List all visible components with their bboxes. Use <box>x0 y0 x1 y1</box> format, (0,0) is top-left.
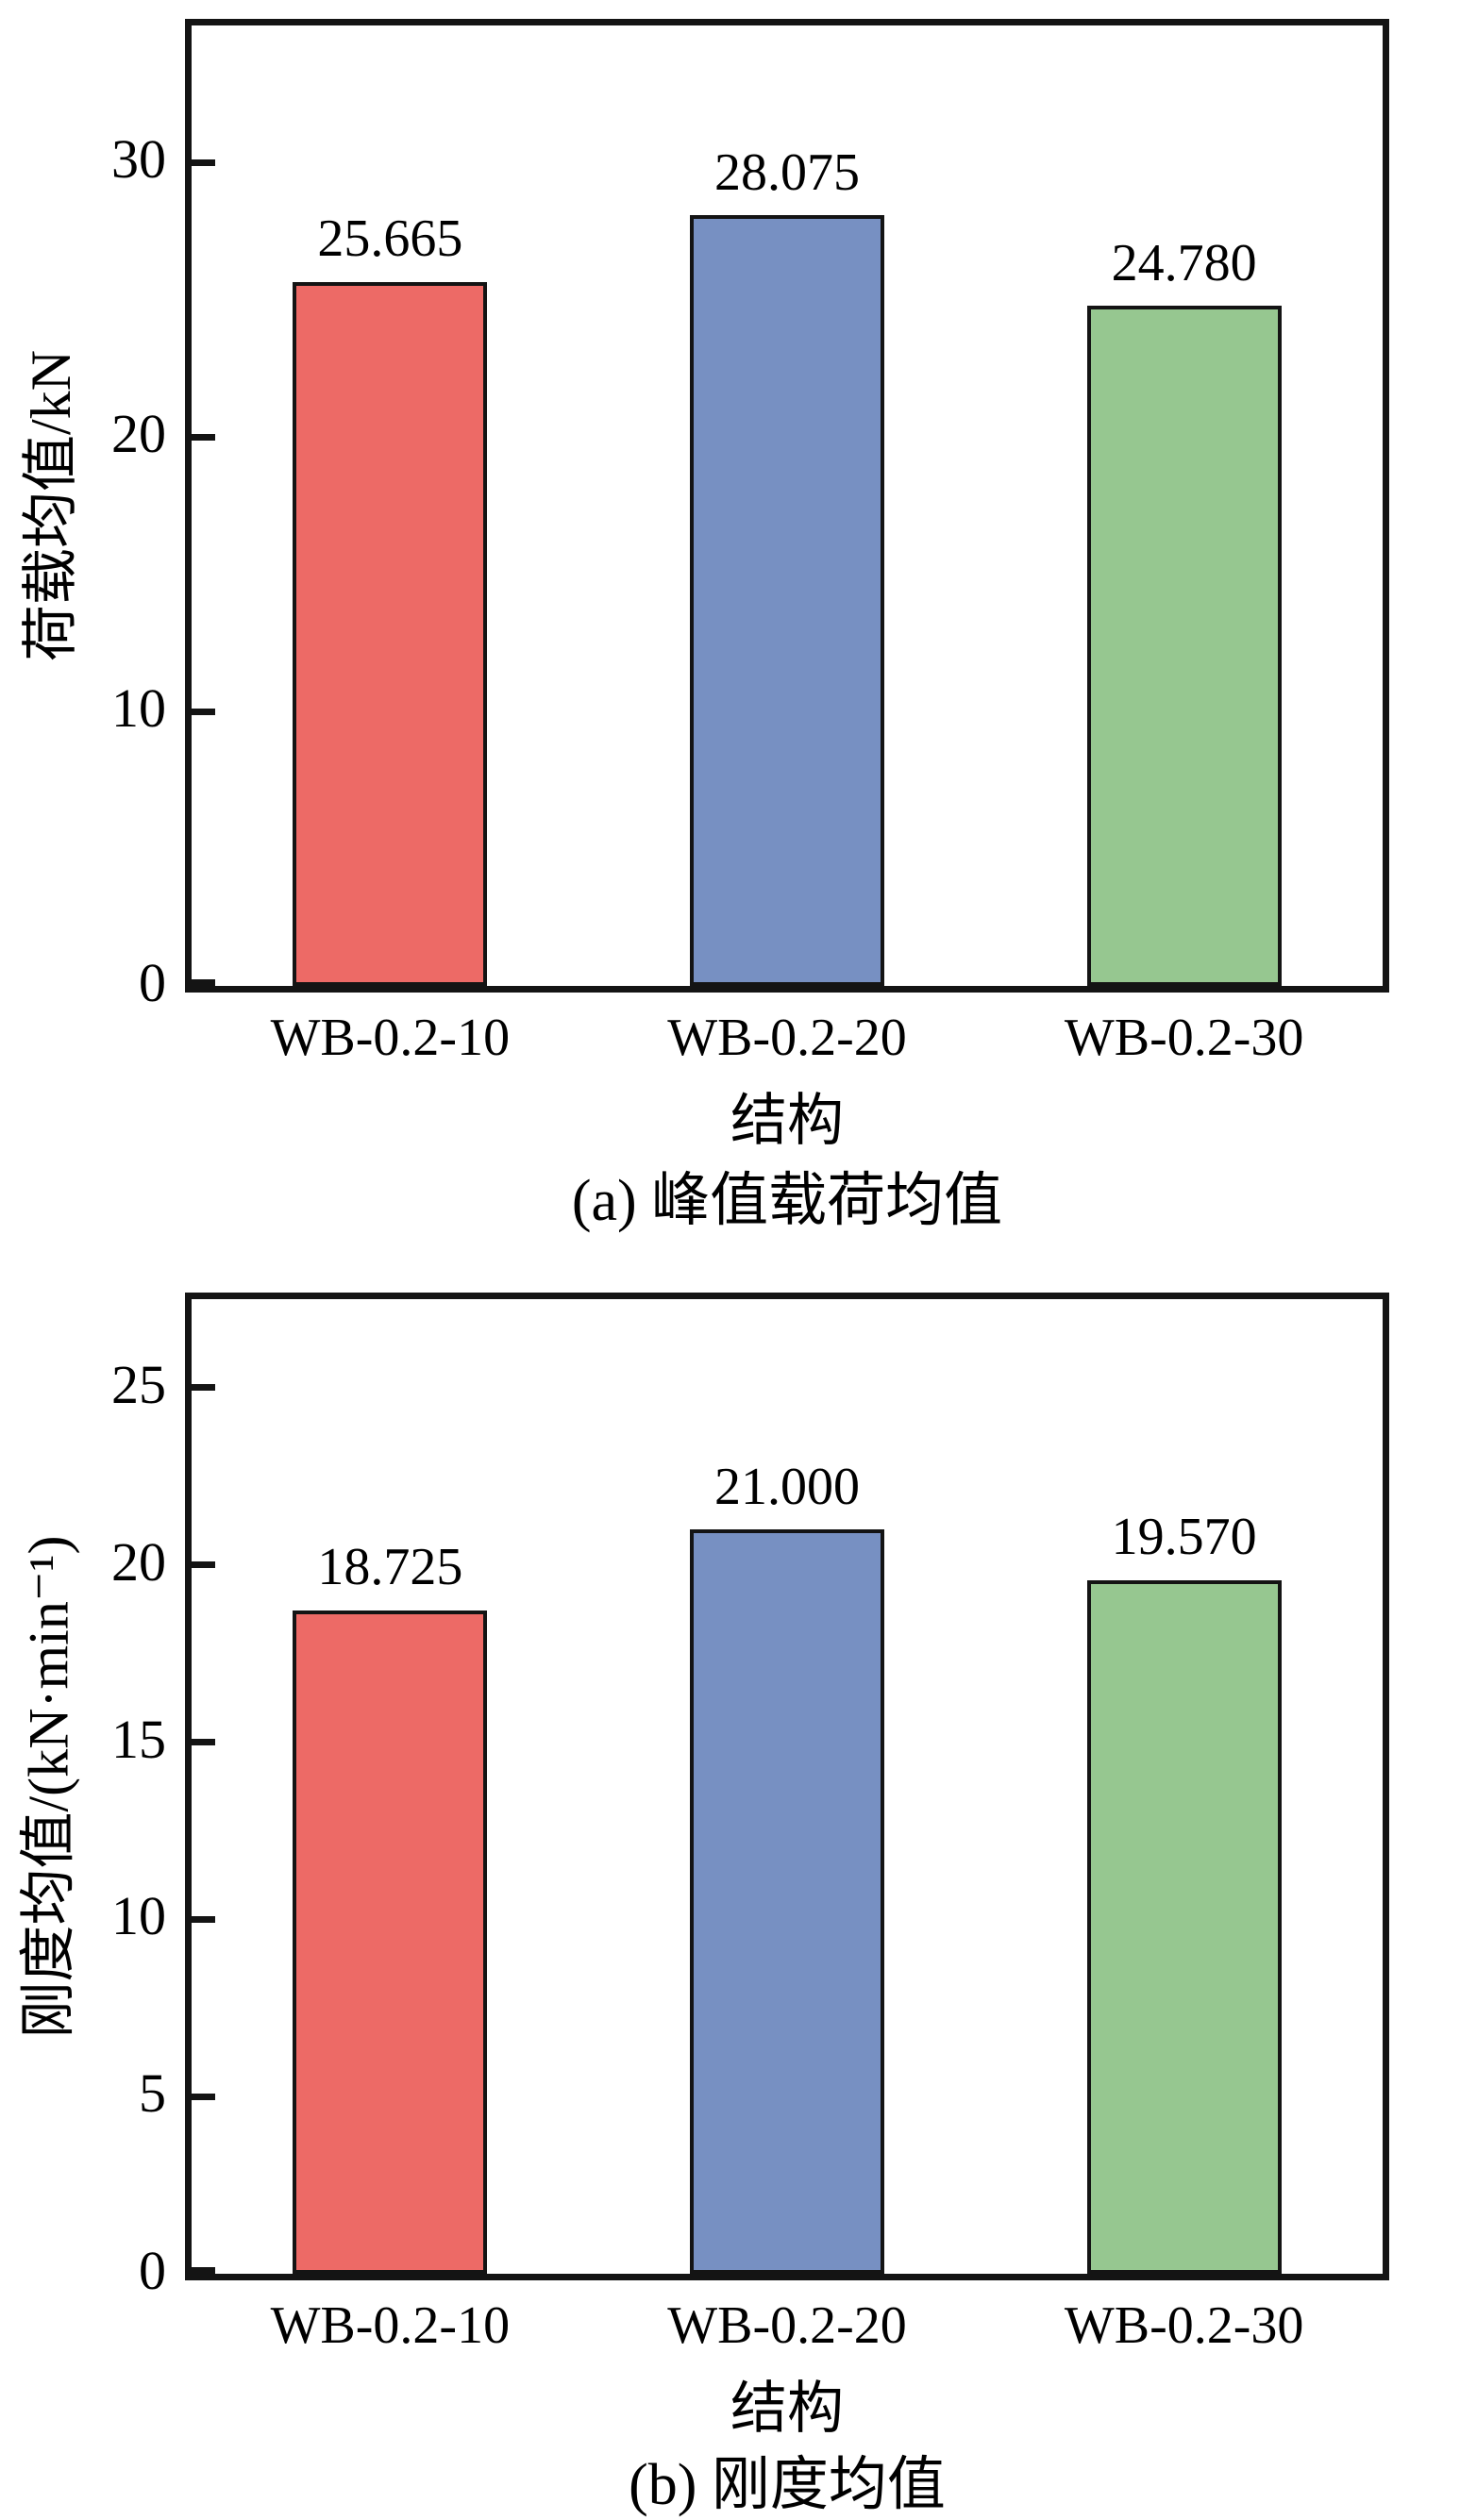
bar-wb-0.2-20 <box>690 215 884 986</box>
bar-wb-0.2-20 <box>690 1529 884 2274</box>
y-tick-mark <box>192 1384 215 1392</box>
category-label-wb-0.2-30: WB-0.2-30 <box>1064 2296 1304 2355</box>
y-tick-mark <box>192 2267 215 2274</box>
bar-value-label: 19.570 <box>1111 1508 1257 1567</box>
y-tick-mark <box>192 708 215 715</box>
category-label-wb-0.2-10: WB-0.2-10 <box>270 1009 511 1067</box>
chart-a-caption: (a) 峰值载荷均值 <box>571 1169 1003 1233</box>
y-tick-mark <box>192 433 215 441</box>
category-label-wb-0.2-20: WB-0.2-20 <box>667 1009 907 1067</box>
chart-b-x-axis-label: 结构 <box>730 2378 844 2440</box>
y-tick-mark <box>192 1739 215 1746</box>
category-label-wb-0.2-20: WB-0.2-20 <box>667 2296 907 2355</box>
chart-b-caption: (b) 刚度均值 <box>629 2453 946 2517</box>
bar-wb-0.2-10 <box>293 281 488 986</box>
y-tick-label: 20 <box>111 1530 166 1593</box>
y-tick-mark <box>192 2093 215 2100</box>
y-tick-mark <box>192 1915 215 1923</box>
chart-b-y-axis-label: 刚度均值/(kN·min⁻¹) <box>17 1535 79 2038</box>
bar-value-label: 25.665 <box>317 209 463 268</box>
bar-wb-0.2-30 <box>1086 306 1282 986</box>
category-label-wb-0.2-10: WB-0.2-10 <box>270 2296 511 2355</box>
chart-a-x-axis-label: 结构 <box>730 1090 844 1152</box>
y-tick-mark <box>192 1561 215 1569</box>
bar-value-label: 18.725 <box>317 1538 463 1597</box>
y-tick-mark <box>192 159 215 166</box>
y-tick-label: 0 <box>139 2240 166 2301</box>
y-tick-label: 15 <box>111 1708 166 1770</box>
y-tick-label: 5 <box>139 2062 166 2125</box>
y-tick-label: 10 <box>111 1885 166 1947</box>
y-tick-label: 30 <box>111 128 166 191</box>
y-tick-label: 20 <box>111 403 166 465</box>
chart-a-plot-area: 25.665 28.075 24.780 <box>185 19 1389 993</box>
bar-value-label: 28.075 <box>714 142 860 202</box>
y-tick-label: 0 <box>139 952 166 1013</box>
bar-wb-0.2-30 <box>1086 1579 1282 2274</box>
y-tick-label: 10 <box>111 677 166 740</box>
bar-wb-0.2-10 <box>293 1610 488 2274</box>
chart-b-plot-area: 18.725 21.000 19.570 <box>185 1293 1389 2280</box>
bar-value-label: 21.000 <box>714 1457 860 1516</box>
y-tick-label: 25 <box>111 1353 166 1415</box>
y-tick-mark <box>192 979 215 986</box>
bar-value-label: 24.780 <box>1111 233 1257 292</box>
category-label-wb-0.2-30: WB-0.2-30 <box>1064 1009 1304 1067</box>
